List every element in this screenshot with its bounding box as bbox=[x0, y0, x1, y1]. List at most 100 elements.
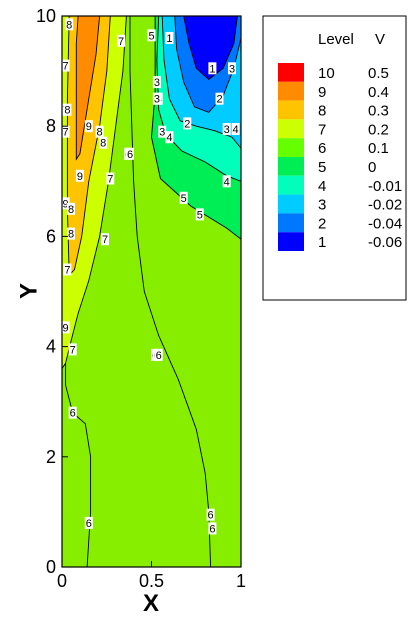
contour-label: 3 bbox=[224, 124, 230, 136]
legend-value-label: 0.3 bbox=[368, 103, 389, 120]
legend-level-label: 3 bbox=[318, 197, 326, 214]
plot-area: 8778798897988779766766666665343342112334… bbox=[61, 15, 242, 568]
contour-label: 7 bbox=[118, 36, 124, 48]
legend-level-label: 7 bbox=[318, 121, 326, 138]
y-tick-label: 4 bbox=[46, 337, 56, 357]
contour-label: 1 bbox=[166, 33, 172, 45]
contour-label-background bbox=[152, 76, 161, 89]
contour-label: 3 bbox=[159, 127, 165, 139]
legend-level-label: 5 bbox=[318, 159, 326, 176]
x-tick-label: 0.5 bbox=[139, 571, 164, 591]
contour-label-background bbox=[61, 321, 70, 334]
contour-region-level-9 bbox=[76, 16, 100, 160]
contour-label: 9 bbox=[86, 121, 92, 133]
contour-label-group: 8778798897988779766766666665343342112334… bbox=[61, 18, 240, 535]
contour-label-background bbox=[117, 34, 126, 47]
legend-value-label: 0.1 bbox=[368, 140, 389, 157]
contour-label-background bbox=[222, 175, 231, 188]
contour-label-background bbox=[63, 103, 72, 116]
legend-value-label: -0.04 bbox=[368, 215, 402, 232]
contour-label-background bbox=[84, 516, 93, 529]
contour-label: 8 bbox=[64, 105, 70, 117]
contour-label: 9 bbox=[63, 322, 69, 334]
legend-swatch bbox=[278, 157, 304, 176]
contour-label: 6 bbox=[208, 510, 214, 522]
contour-label: 5 bbox=[197, 209, 203, 221]
legend-level-label: 1 bbox=[318, 234, 326, 251]
y-tick-label: 8 bbox=[46, 116, 56, 136]
contour-label-background bbox=[215, 92, 224, 105]
contour-label-background bbox=[147, 29, 156, 42]
contour-label-background bbox=[152, 92, 161, 105]
contour-label: 4 bbox=[224, 176, 230, 188]
legend-value-label: 0.5 bbox=[368, 65, 389, 82]
y-tick-label: 0 bbox=[46, 557, 56, 577]
contour-label: 6 bbox=[86, 518, 92, 530]
contour-label-background bbox=[165, 32, 174, 44]
contour-line bbox=[183, 16, 238, 80]
legend-swatch bbox=[278, 119, 304, 139]
y-tick-label: 2 bbox=[46, 447, 56, 467]
contour-label: 2 bbox=[216, 94, 222, 106]
contour-label-background bbox=[126, 147, 134, 160]
legend-swatch bbox=[278, 175, 304, 195]
legend-level-label: 8 bbox=[318, 103, 326, 120]
contour-label-background bbox=[84, 120, 93, 133]
contour-label: 8 bbox=[97, 127, 103, 139]
contour-label-background bbox=[231, 123, 240, 135]
legend-swatch bbox=[278, 100, 304, 120]
contour-line bbox=[156, 16, 241, 182]
legend-swatch bbox=[278, 232, 304, 251]
legend-level-label: 10 bbox=[318, 65, 335, 82]
legend-level-label: 4 bbox=[318, 178, 326, 195]
contour-label: 2 bbox=[184, 118, 190, 130]
x-axis-title: X bbox=[143, 590, 159, 617]
contour-label-background bbox=[154, 348, 163, 361]
contour-label: 8 bbox=[68, 204, 74, 216]
contour-label-background bbox=[61, 197, 70, 210]
contour-region-level-1 bbox=[183, 16, 238, 80]
contour-label-background bbox=[206, 508, 215, 521]
legend-header-value: V bbox=[375, 31, 385, 48]
legend-value-label: -0.01 bbox=[368, 178, 402, 195]
legend-rows: 10 0.5 9 0.4 8 0.3 7 0.2 6 0.1 5 0 4 -0.01 3 -0.02 2 -0.0… bbox=[278, 63, 402, 251]
contour-label-background bbox=[95, 125, 104, 138]
contour-label-background bbox=[67, 227, 75, 240]
contour-label-background bbox=[99, 136, 108, 149]
legend-level-label: 2 bbox=[318, 215, 326, 232]
legend-swatch bbox=[278, 63, 304, 82]
contour-label: 8 bbox=[66, 19, 72, 31]
legend-swatch bbox=[278, 194, 304, 214]
contour-label-background bbox=[63, 263, 72, 276]
contour-line bbox=[66, 16, 111, 277]
contour-label: 7 bbox=[102, 234, 108, 246]
contour-label-background bbox=[101, 233, 109, 246]
contour-label-background bbox=[68, 343, 77, 356]
contour-label: 6 bbox=[209, 523, 215, 535]
contour-label: 7 bbox=[63, 127, 69, 139]
legend-level-label: 6 bbox=[318, 140, 326, 157]
contour-label-background bbox=[106, 172, 115, 185]
contour-label-background bbox=[195, 208, 204, 221]
legend-level-label: 9 bbox=[318, 84, 326, 101]
contour-label: 6 bbox=[70, 408, 76, 420]
y-axis: 0 2 4 6 8 10 bbox=[36, 6, 68, 577]
contour-label: 9 bbox=[77, 171, 83, 183]
legend-value-label: -0.06 bbox=[368, 234, 402, 251]
contour-label: 3 bbox=[229, 63, 235, 75]
contour-label: 5 bbox=[148, 30, 154, 42]
legend-value-label: 0.2 bbox=[368, 121, 389, 138]
legend-value-label: 0.4 bbox=[368, 84, 389, 101]
contour-line bbox=[62, 16, 127, 369]
contour-label: 8 bbox=[100, 138, 106, 150]
x-tick-label: 0 bbox=[57, 571, 67, 591]
contour-label-background bbox=[165, 131, 174, 144]
legend-value-label: -0.02 bbox=[368, 197, 402, 214]
contour-line bbox=[65, 363, 92, 567]
contour-label-background bbox=[68, 406, 77, 419]
contour-label: 4 bbox=[233, 124, 239, 136]
contour-label-background bbox=[61, 59, 70, 72]
contour-label-background bbox=[158, 125, 167, 138]
y-tick-label: 6 bbox=[46, 226, 56, 246]
